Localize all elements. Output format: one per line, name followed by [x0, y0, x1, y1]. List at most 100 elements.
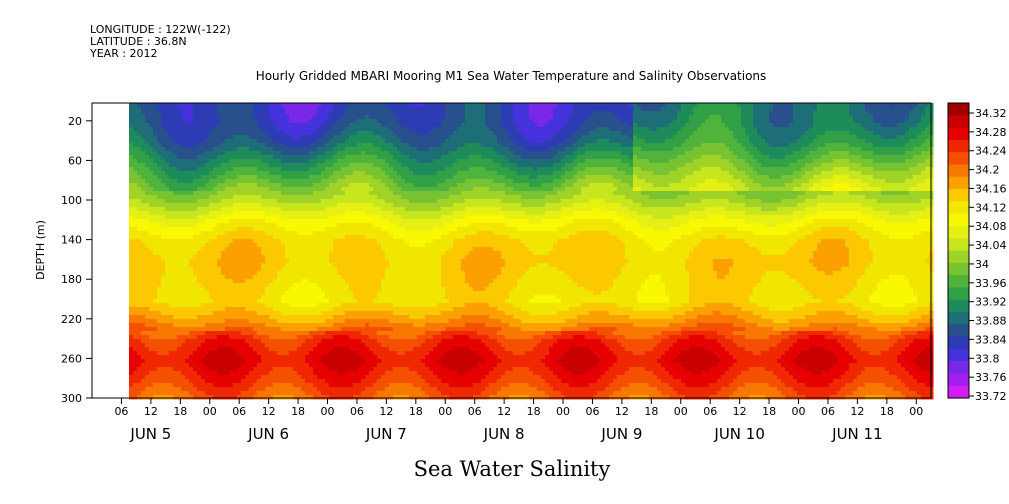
- field-cell: [257, 215, 262, 220]
- field-cell: [169, 191, 174, 196]
- field-cell: [193, 387, 198, 392]
- field-cell: [341, 215, 346, 220]
- field-cell: [241, 255, 246, 260]
- field-cell: [253, 203, 258, 208]
- field-cell: [325, 211, 330, 216]
- field-cell: [201, 267, 206, 272]
- field-cell: [321, 115, 326, 120]
- field-cell: [309, 235, 314, 240]
- field-cell: [353, 215, 358, 220]
- field-cell: [205, 363, 210, 368]
- field-cell: [213, 223, 218, 228]
- field-cell: [189, 287, 194, 292]
- field-cell: [309, 391, 314, 396]
- field-cell: [333, 143, 338, 148]
- field-cell: [233, 191, 238, 196]
- field-cell: [137, 379, 142, 384]
- field-cell: [145, 263, 150, 268]
- field-cell: [257, 331, 262, 336]
- field-cell: [341, 291, 346, 296]
- field-cell: [297, 307, 302, 312]
- field-cell: [225, 311, 230, 316]
- field-cell: [157, 383, 162, 388]
- field-cell: [381, 135, 386, 140]
- field-cell: [389, 111, 394, 116]
- field-cell: [353, 235, 358, 240]
- field-cell: [161, 191, 166, 196]
- field-cell: [361, 335, 366, 340]
- field-cell: [225, 183, 230, 188]
- field-cell: [173, 203, 178, 208]
- field-cell: [189, 127, 194, 132]
- field-cell: [245, 319, 250, 324]
- field-cell: [321, 355, 326, 360]
- field-cell: [329, 343, 334, 348]
- field-cell: [241, 259, 246, 264]
- field-cell: [357, 187, 362, 192]
- field-cell: [313, 355, 318, 360]
- field-cell: [241, 383, 246, 388]
- field-cell: [177, 283, 182, 288]
- field-cell: [385, 223, 390, 228]
- field-cell: [141, 187, 146, 192]
- field-cell: [133, 103, 138, 108]
- field-cell: [257, 267, 262, 272]
- field-cell: [373, 203, 378, 208]
- field-cell: [137, 247, 142, 252]
- field-cell: [249, 351, 254, 356]
- field-cell: [333, 123, 338, 128]
- field-cell: [305, 255, 310, 260]
- field-cell: [181, 223, 186, 228]
- field-cell: [221, 259, 226, 264]
- field-cell: [177, 127, 182, 132]
- field-cell: [385, 287, 390, 292]
- field-cell: [313, 147, 318, 152]
- field-cell: [309, 283, 314, 288]
- field-cell: [301, 279, 306, 284]
- field-cell: [197, 155, 202, 160]
- field-cell: [277, 219, 282, 224]
- field-cell: [349, 143, 354, 148]
- field-cell: [325, 239, 330, 244]
- field-cell: [257, 295, 262, 300]
- field-cell: [369, 295, 374, 300]
- field-cell: [201, 319, 206, 324]
- field-cell: [293, 231, 298, 236]
- field-cell: [301, 203, 306, 208]
- field-cell: [141, 355, 146, 360]
- field-cell: [389, 383, 394, 388]
- field-cell: [261, 311, 266, 316]
- field-cell: [193, 331, 198, 336]
- field-cell: [205, 371, 210, 376]
- field-cell: [137, 343, 142, 348]
- field-cell: [161, 111, 166, 116]
- field-cell: [345, 299, 350, 304]
- field-cell: [325, 319, 330, 324]
- field-cell: [225, 295, 230, 300]
- field-cell: [297, 347, 302, 352]
- field-cell: [269, 211, 274, 216]
- field-cell: [321, 303, 326, 308]
- field-cell: [265, 151, 270, 156]
- field-cell: [217, 271, 222, 276]
- field-cell: [205, 127, 210, 132]
- field-cell: [397, 183, 402, 188]
- field-cell: [157, 147, 162, 152]
- field-cell: [229, 335, 234, 340]
- field-cell: [309, 331, 314, 336]
- field-cell: [145, 167, 150, 172]
- field-cell: [197, 271, 202, 276]
- field-cell: [329, 243, 334, 248]
- field-cell: [361, 207, 366, 212]
- field-cell: [137, 291, 142, 296]
- field-cell: [261, 339, 266, 344]
- field-cell: [301, 251, 306, 256]
- field-cell: [377, 139, 382, 144]
- field-cell: [313, 303, 318, 308]
- field-cell: [329, 215, 334, 220]
- field-cell: [273, 119, 278, 124]
- field-cell: [357, 259, 362, 264]
- field-cell: [381, 155, 386, 160]
- field-cell: [385, 135, 390, 140]
